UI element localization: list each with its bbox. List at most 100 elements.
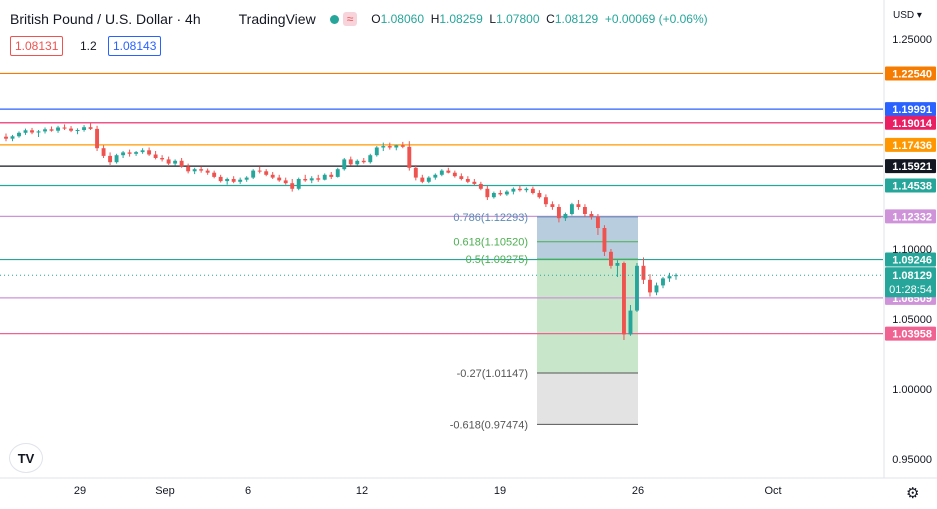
candle — [433, 173, 438, 180]
candle — [413, 165, 418, 181]
candle-body — [88, 127, 93, 129]
candle — [374, 146, 379, 157]
candle-body — [153, 154, 158, 158]
level-price-label: 1.22540 — [892, 68, 932, 80]
candle-body — [452, 172, 457, 177]
fib-zone-upper — [537, 216, 638, 260]
candle — [244, 176, 249, 182]
price-tick-label: 1.05000 — [892, 314, 932, 326]
time-tick-label: 26 — [632, 485, 644, 497]
candle-body — [615, 263, 620, 266]
candle — [101, 145, 106, 158]
candle — [452, 170, 457, 178]
candle-body — [322, 174, 327, 180]
candle — [62, 124, 67, 130]
time-tick-label: Oct — [764, 485, 781, 497]
wave-icon[interactable]: ≈ — [342, 12, 358, 26]
candle-body — [530, 188, 535, 193]
candle — [439, 169, 444, 177]
candle-body — [75, 130, 80, 131]
candle — [628, 305, 633, 336]
candle — [329, 172, 334, 179]
bar-countdown-label: 01:28:54 — [889, 284, 932, 296]
candle — [674, 273, 678, 280]
candle — [576, 200, 581, 210]
sell-price-box[interactable]: 1.08131 — [10, 36, 64, 56]
candle-body — [465, 179, 470, 182]
ohlc-readout: O1.08060 H1.08259 L1.07800 C1.08129 +0.0… — [371, 12, 708, 26]
green-dot-icon — [329, 14, 339, 24]
candle-body — [108, 155, 113, 163]
candle-body — [303, 179, 308, 181]
candle-body — [381, 146, 386, 148]
currency-selector[interactable]: USD ▾ — [893, 10, 922, 21]
tradingview-logo-icon[interactable]: TV — [10, 444, 42, 472]
candle-body — [589, 214, 594, 217]
candle — [205, 168, 210, 175]
candle-body — [316, 178, 321, 180]
candle-body — [576, 204, 581, 207]
candle-body — [335, 169, 340, 177]
candle — [478, 181, 483, 191]
candle-body — [569, 204, 574, 214]
price-tick-label: 1.10000 — [892, 244, 932, 256]
candle — [407, 141, 412, 171]
candle-body — [635, 265, 639, 311]
level-price-label: 1.19991 — [892, 104, 932, 116]
candle — [251, 169, 256, 179]
candle — [231, 176, 236, 184]
candle — [95, 125, 100, 151]
candle — [212, 170, 217, 179]
candle-body — [147, 150, 152, 155]
level-price-label: 1.12332 — [892, 211, 932, 223]
candle — [667, 272, 672, 282]
candle — [296, 177, 301, 191]
candle — [517, 186, 522, 192]
candle-body — [199, 169, 204, 171]
candle-body — [609, 251, 613, 266]
candle — [134, 151, 139, 156]
candle-body — [329, 174, 334, 177]
candle-body — [407, 146, 412, 168]
candle — [166, 156, 171, 165]
candle-body — [257, 170, 262, 172]
candle — [550, 201, 555, 210]
candle — [309, 176, 314, 184]
candle-body — [23, 130, 28, 133]
candle-body — [10, 136, 15, 139]
candle-body — [283, 180, 288, 184]
level-price-label: 1.14538 — [892, 180, 932, 192]
candle — [108, 152, 113, 165]
candle — [648, 274, 652, 297]
candle-body — [446, 170, 451, 173]
candle-body — [49, 129, 54, 131]
candle-body — [290, 183, 295, 189]
candle-body — [192, 169, 197, 172]
level-price-tag — [885, 326, 936, 341]
gear-icon[interactable]: ⚙ — [906, 485, 920, 502]
level-price-tag — [885, 252, 936, 267]
candle-body — [160, 158, 165, 160]
candle — [563, 212, 568, 221]
candle — [303, 174, 308, 182]
candle — [595, 214, 600, 235]
symbol-title[interactable]: British Pound / U.S. Dollar · 4h — [10, 11, 201, 27]
candle — [277, 174, 282, 182]
level-price-label: 1.19014 — [892, 118, 933, 130]
candle-body — [413, 167, 418, 178]
candle-body — [173, 160, 178, 164]
fib-level-label: 0.5(1.09275) — [466, 254, 528, 266]
candle — [290, 179, 295, 192]
buy-price-box[interactable]: 1.08143 — [108, 36, 162, 56]
candle — [342, 158, 347, 171]
level-price-label: 1.17436 — [892, 140, 932, 152]
candle-body — [517, 188, 522, 191]
candle — [524, 187, 529, 193]
candle — [43, 127, 47, 134]
candle-body — [95, 128, 100, 149]
brand-label: TradingView — [238, 11, 316, 27]
candle — [582, 204, 587, 217]
candle-body — [225, 179, 230, 182]
candle-body — [43, 129, 47, 132]
